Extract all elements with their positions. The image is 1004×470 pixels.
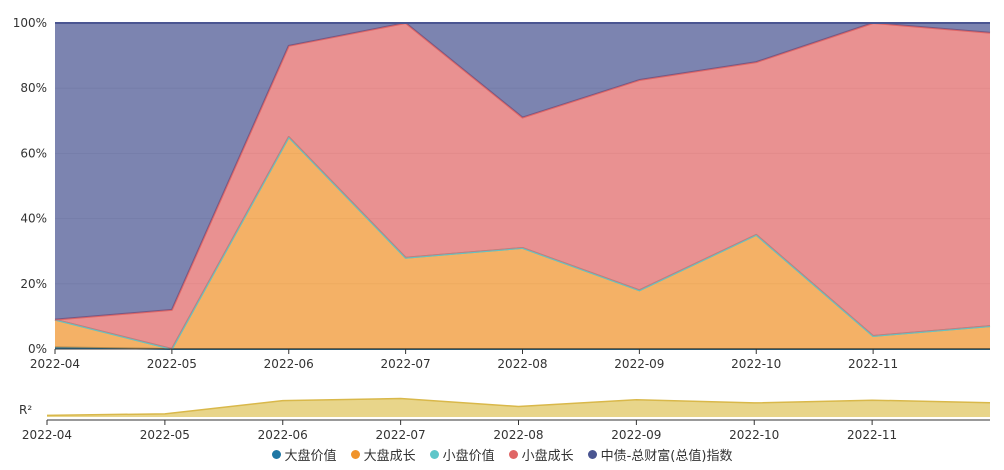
r2-axis-label: R² [19,403,32,417]
r2-line [46,397,991,417]
y-tick-label: 100% [13,16,47,30]
x-tick-label: 2022-08 [497,357,547,371]
r2-x-tick-label: 2022-08 [493,428,543,440]
area-series [55,137,990,349]
legend-item[interactable]: 中债-总财富(总值)指数 [587,445,733,464]
legend-label: 小盘成长 [521,448,574,464]
r2-x-tick-label: 2022-07 [376,428,426,440]
r2-x-tick-label: 2022-11 [847,428,897,440]
legend-marker [271,449,281,459]
legend-marker [350,449,360,459]
legend: 大盘价值 大盘成长 小盘价值 小盘成长 中债-总财富(总值)指数 [0,444,1004,464]
legend-label: 小盘价值 [442,448,495,464]
legend-item[interactable]: 小盘成长 [508,445,574,464]
r2-x-tick-label: 2022-05 [140,428,190,440]
legend-marker [508,449,518,459]
x-tick-label: 2022-09 [614,357,664,371]
legend-label: 大盘成长 [363,448,416,464]
y-tick-label: 20% [20,277,47,291]
legend-label: 中债-总财富(总值)指数 [600,448,733,464]
y-tick-label: 0% [28,342,47,356]
legend-marker [429,449,439,459]
r2-x-tick-label: 2022-06 [258,428,308,440]
r2-x-tick-label: 2022-04 [22,428,72,440]
y-tick-label: 60% [20,146,47,160]
y-tick-label: 40% [20,212,47,226]
y-tick-label: 80% [20,81,47,95]
area-series [55,23,990,320]
area-series [55,23,990,349]
x-tick-label: 2022-05 [147,357,197,371]
r2-chart: R² 2022-04 2022-05 2022-06 2022-07 2022-08 202… [19,397,991,440]
legend-item[interactable]: 大盘价值 [271,445,337,464]
x-tick-label: 2022-11 [848,357,898,371]
x-tick-label: 2022-10 [731,357,781,371]
main-chart-axes: 0% 20% 40% 60% 80% 100% 2022-04 2022-05 2022-06 2… [13,16,990,371]
r2-x-tick-label: 2022-10 [729,428,779,440]
x-tick-label: 2022-06 [264,357,314,371]
chart: 0% 20% 40% 60% 80% 100% 2022-04 2022-05 2022-06 2… [13,16,991,440]
legend-item[interactable]: 大盘成长 [350,445,416,464]
r2-x-tick-label: 2022-09 [611,428,661,440]
legend-item[interactable]: 小盘价值 [429,445,495,464]
x-tick-label: 2022-07 [381,357,431,371]
x-tick-label: 2022-04 [30,357,80,371]
main-chart-areas [54,22,991,350]
legend-marker [587,449,597,459]
legend-label: 大盘价值 [284,448,337,464]
